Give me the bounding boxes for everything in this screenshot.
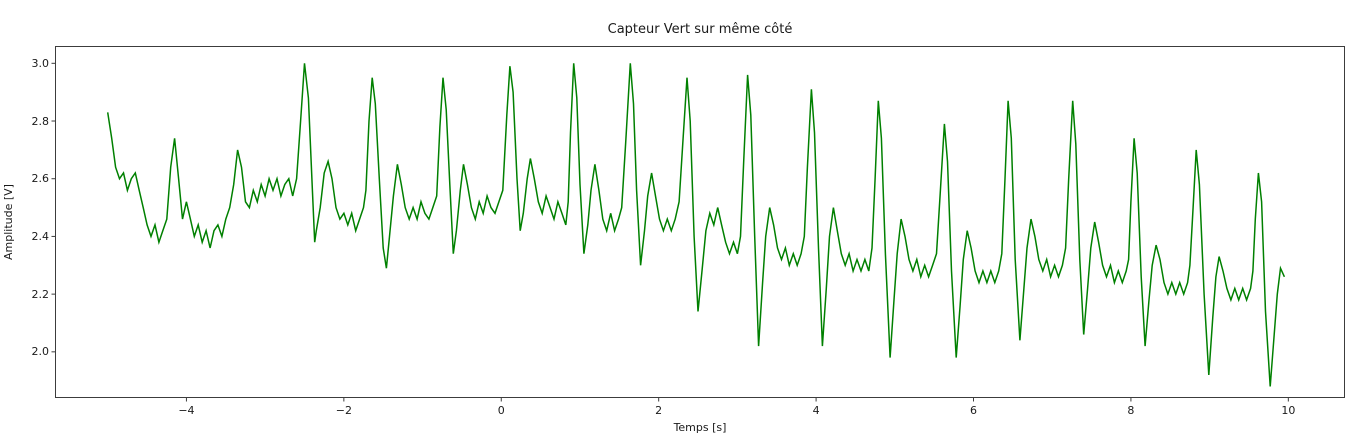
x-tick-label: 4 <box>812 404 820 417</box>
plot-area <box>55 46 1345 398</box>
y-tick-label: 2.6 <box>31 172 50 186</box>
x-tick-label: 10 <box>1281 404 1296 417</box>
x-tick-label: 6 <box>970 404 977 417</box>
y-tick-label: 2.2 <box>31 287 50 301</box>
x-tick-label: 0 <box>497 404 505 417</box>
chart-title: Capteur Vert sur même côté <box>607 22 793 37</box>
x-tick-label: −4 <box>178 404 195 417</box>
y-tick-label: 2.4 <box>31 229 50 243</box>
x-tick-label: 8 <box>1127 404 1135 417</box>
y-axis-label: Amplitude [V] <box>2 184 15 260</box>
y-tick-label: 2.8 <box>31 114 50 128</box>
x-tick-label: 2 <box>655 404 663 417</box>
y-tick-label: 3.0 <box>31 56 50 70</box>
x-tick-label: −2 <box>335 404 352 417</box>
x-axis-label: Temps [s] <box>673 421 727 434</box>
y-tick-label: 2.0 <box>31 345 50 359</box>
